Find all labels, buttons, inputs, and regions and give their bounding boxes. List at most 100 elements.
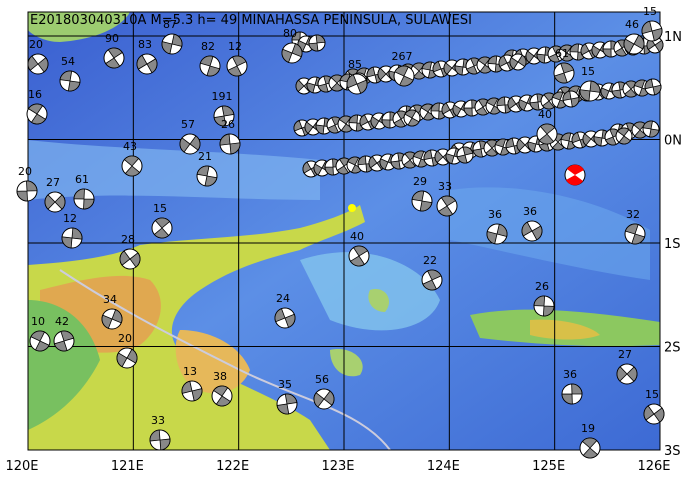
lat-label: 0N [664, 134, 682, 149]
depth-label: 90 [105, 32, 119, 45]
beachball [561, 383, 583, 405]
beachball-quadrant [521, 221, 543, 241]
beachball-quadrant [219, 133, 241, 155]
beachball [219, 133, 241, 155]
beachball [149, 429, 171, 451]
beachball [393, 65, 415, 87]
beachball-quadrant [161, 33, 183, 55]
beachball [579, 80, 601, 102]
beachball [27, 53, 49, 75]
depth-label: 15 [153, 202, 167, 215]
beachball-quadrant [533, 295, 555, 317]
lat-label: 3S [664, 444, 681, 459]
beachball [101, 308, 123, 330]
depth-label: 24 [276, 292, 290, 305]
depth-label: 33 [151, 414, 165, 427]
depth-label: 15 [581, 65, 595, 78]
depth-label: 36 [523, 205, 537, 218]
lon-label: 125E [532, 459, 565, 474]
depth-label: 10 [31, 315, 45, 328]
beachball-quadrant [616, 366, 638, 382]
depth-label: 34 [103, 293, 117, 306]
depth-label: 54 [61, 55, 75, 68]
beachball-quadrant [349, 245, 369, 267]
beachball-quadrant [644, 78, 662, 96]
beachball [615, 127, 633, 145]
lon-label: 120E [5, 459, 38, 474]
depth-label: 33 [438, 180, 452, 193]
depth-label: 42 [55, 315, 69, 328]
beachball [59, 70, 81, 92]
focal-mechanisms [16, 20, 665, 459]
beachball-quadrant [411, 190, 433, 212]
depth-label: 27 [46, 176, 60, 189]
beachball-quadrant [579, 80, 601, 102]
main-event [564, 164, 586, 186]
beachball [562, 90, 580, 108]
beachball [211, 385, 233, 407]
beachball [308, 34, 326, 52]
beachball [456, 146, 474, 164]
beachball-quadrant [181, 380, 203, 402]
beachball-quadrant [116, 348, 138, 368]
depth-label: 80 [283, 27, 297, 40]
depth-label: 85 [348, 58, 362, 71]
depth-label: 40 [350, 230, 364, 243]
beachball-quadrant [27, 55, 49, 73]
beachball [226, 55, 248, 77]
beachball [536, 123, 558, 145]
beachball [616, 363, 638, 385]
beachball-quadrant [538, 123, 556, 145]
depth-label: 29 [413, 175, 427, 188]
beachball-quadrant [274, 308, 296, 328]
depth-label: 87 [163, 18, 177, 31]
lat-label: 2S [664, 341, 681, 356]
beachball-quadrant [404, 109, 420, 127]
beachball [411, 190, 433, 212]
beachball [346, 73, 368, 95]
lon-label: 122E [216, 459, 249, 474]
beachball-quadrant [179, 135, 201, 153]
depth-label: 35 [278, 378, 292, 391]
depth-label: 43 [123, 140, 137, 153]
depth-label: 27 [618, 348, 632, 361]
depth-label: 28 [121, 233, 135, 246]
depth-label: 40 [538, 108, 552, 121]
beachball [623, 33, 645, 55]
beachball [348, 245, 370, 267]
beachball [16, 180, 38, 202]
depth-label: 12 [228, 40, 242, 53]
depth-label: 56 [315, 373, 329, 386]
beachball [136, 53, 158, 75]
beachball [644, 78, 662, 96]
graticule [28, 12, 660, 450]
beachball-quadrant [227, 55, 247, 77]
beachball [151, 217, 173, 239]
depth-label: 36 [488, 208, 502, 221]
beachball-quadrant [196, 165, 218, 187]
beachball [116, 347, 138, 369]
lon-label: 123E [321, 459, 354, 474]
beachball-quadrant [553, 62, 575, 84]
depth-label: 36 [563, 368, 577, 381]
depth-label: 82 [201, 40, 215, 53]
depth-label: 61 [555, 47, 569, 60]
beachball [642, 120, 660, 138]
beachball [121, 155, 143, 177]
depth-label: 15 [645, 388, 659, 401]
epicenter [348, 204, 356, 212]
beachball-quadrant [149, 429, 171, 451]
beachball [44, 191, 66, 213]
beachball [119, 248, 141, 270]
beachball-quadrant [59, 70, 81, 92]
bathymetry [28, 140, 650, 331]
beachball [181, 380, 203, 402]
depth-label: 267 [392, 50, 413, 63]
beachball-quadrant [642, 120, 660, 138]
beachball [274, 307, 296, 329]
beachball-quadrant [119, 250, 141, 268]
beachball-quadrant [30, 330, 50, 352]
beachball-quadrant [153, 217, 171, 239]
